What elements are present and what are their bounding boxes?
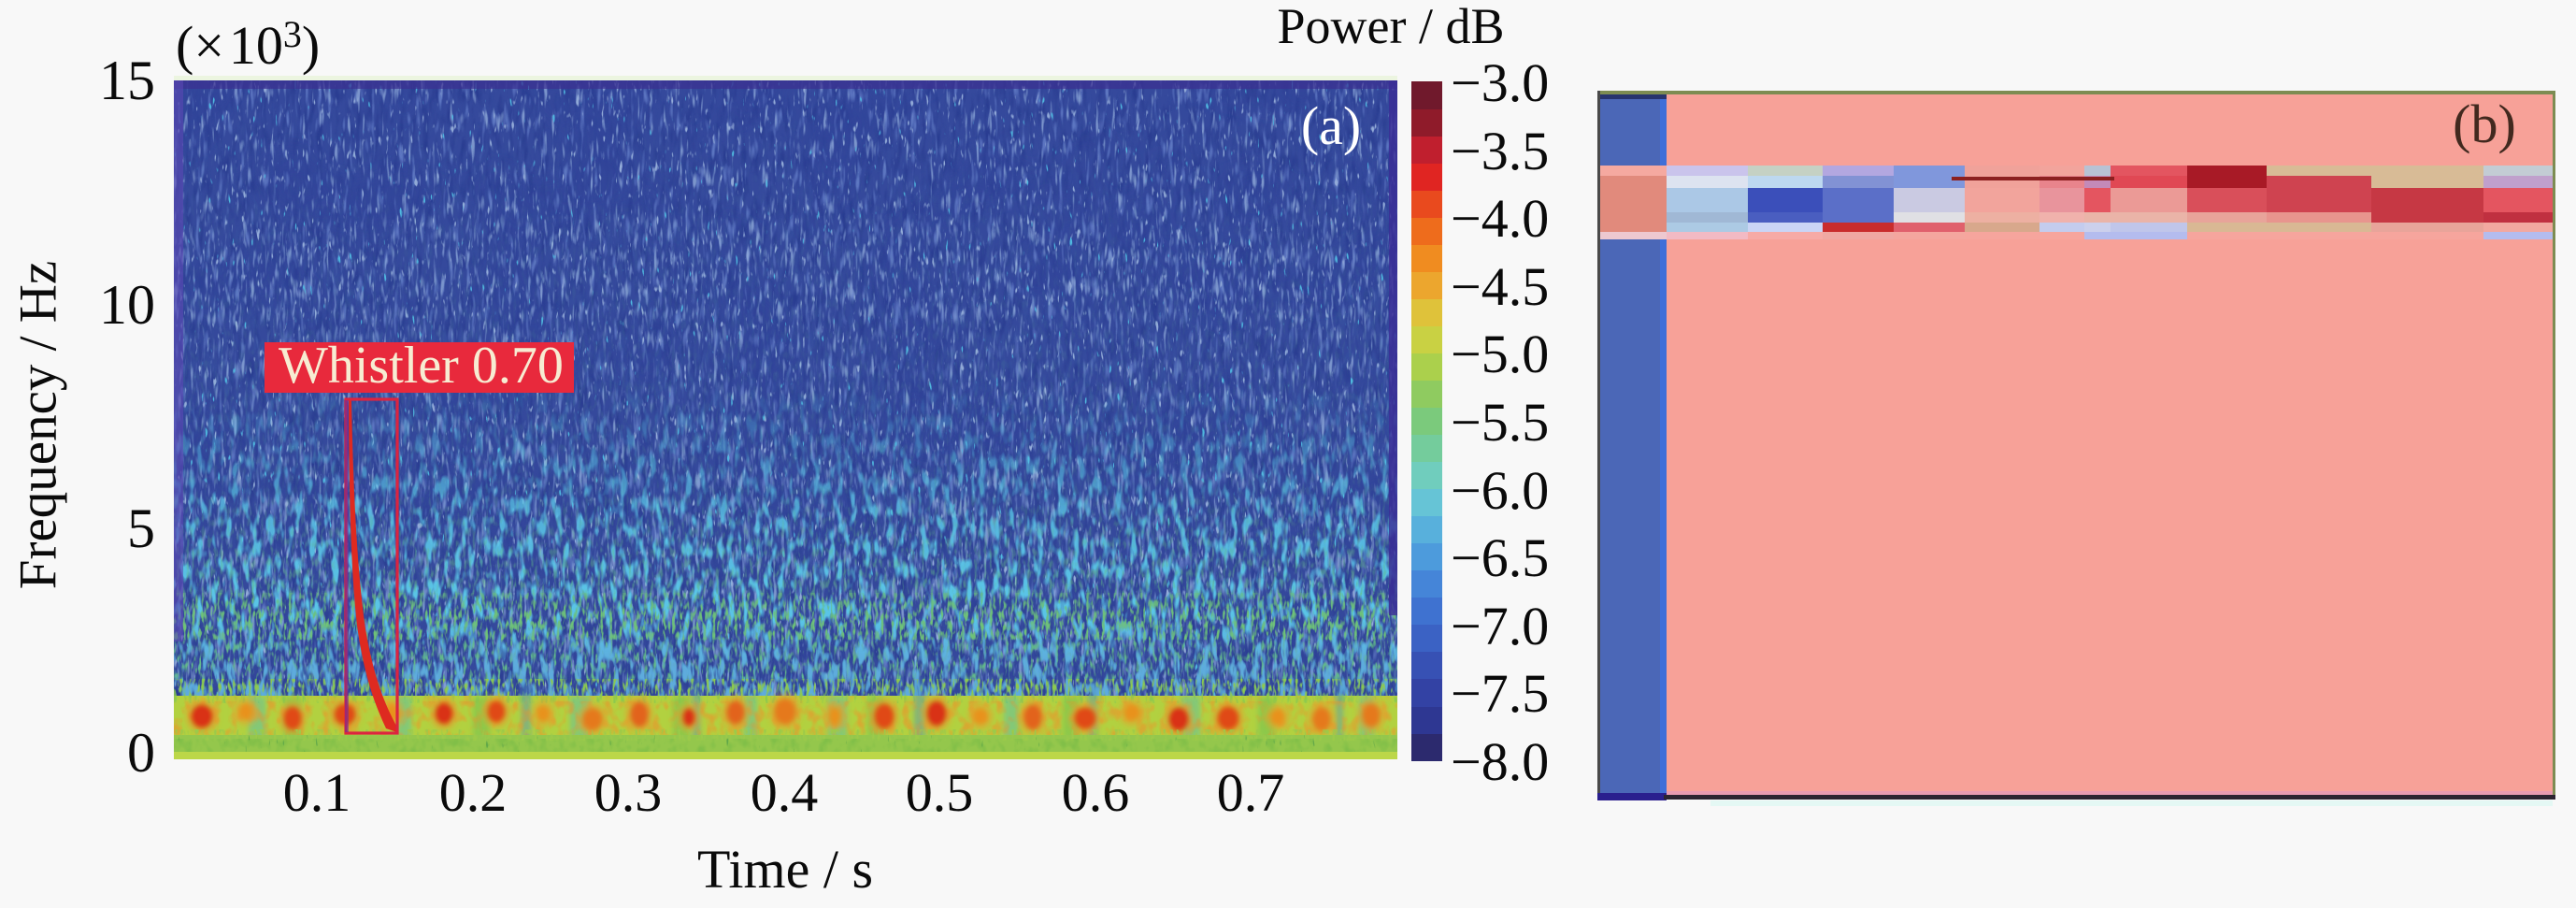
svg-text:(a): (a) [1301,95,1361,156]
svg-text:Whistler 0.70: Whistler 0.70 [279,337,564,395]
